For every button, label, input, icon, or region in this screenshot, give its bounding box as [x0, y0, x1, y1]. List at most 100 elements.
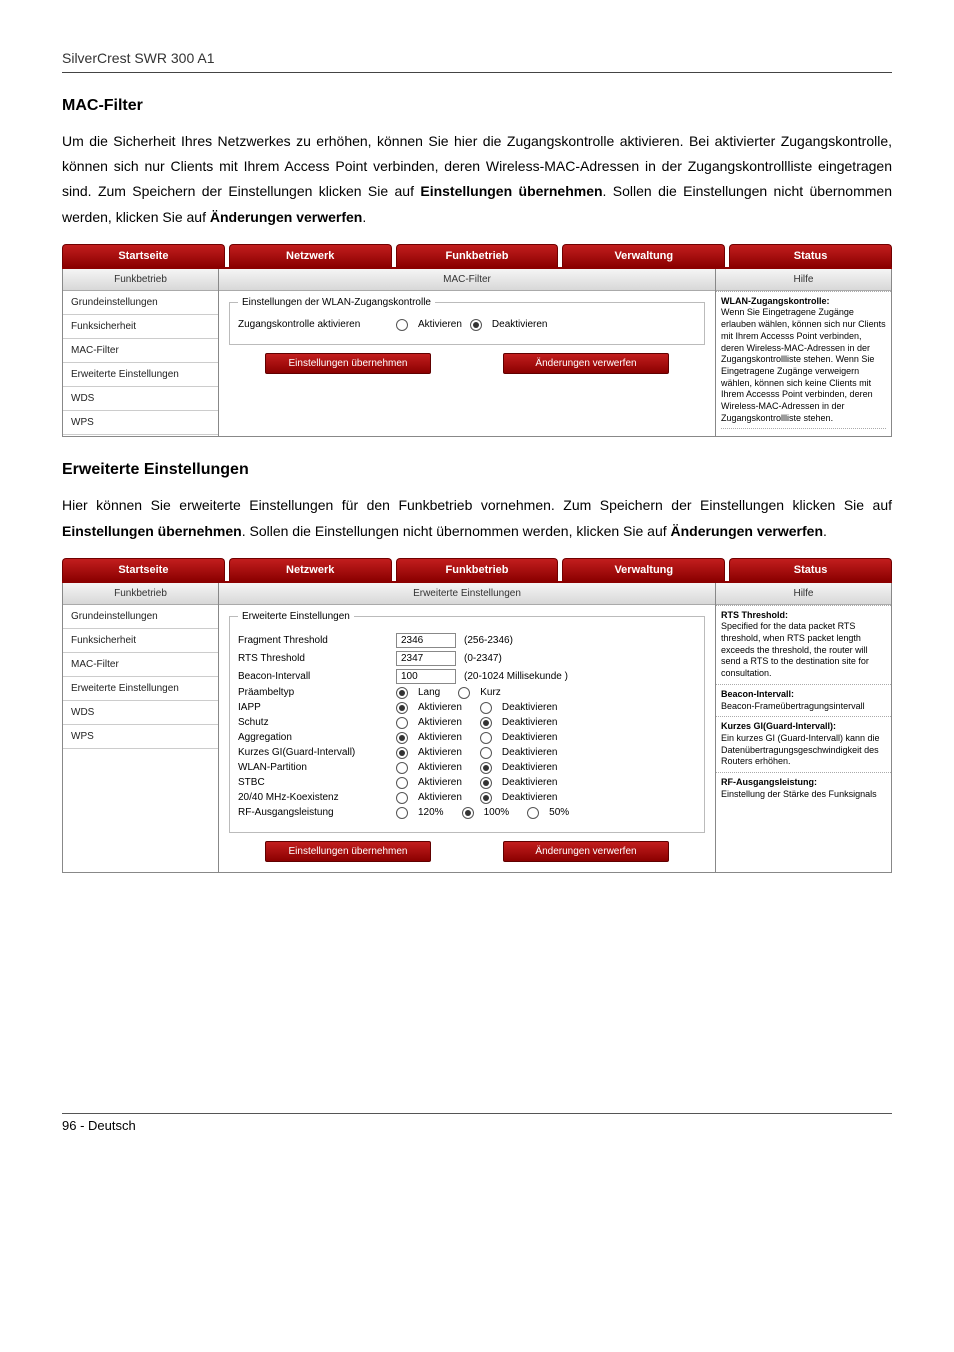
radio-deaktivieren[interactable] [470, 319, 482, 331]
radio-label: Aktivieren [418, 732, 462, 743]
tab-netzwerk[interactable]: Netzwerk [229, 558, 392, 581]
sidebar-item-funksicherheit[interactable]: Funksicherheit [63, 629, 218, 653]
help-block: RTS Threshold:Specified for the data pac… [716, 605, 891, 684]
label: 20/40 MHz-Koexistenz [238, 792, 388, 803]
cancel-button[interactable]: Änderungen verwerfen [503, 353, 669, 374]
radio-option[interactable] [480, 747, 492, 759]
radio-label: Kurz [480, 687, 501, 698]
radio-option[interactable] [480, 717, 492, 729]
radio-option[interactable] [396, 807, 408, 819]
sidebar-item-wps[interactable]: WPS [63, 411, 218, 435]
radio-option[interactable] [396, 747, 408, 759]
help-text: Einstellung der Stärke des Funksignals [721, 789, 877, 799]
text-input[interactable]: 100 [396, 669, 456, 684]
text-input[interactable]: 2346 [396, 633, 456, 648]
radio-option[interactable] [396, 717, 408, 729]
radio-aktivieren[interactable] [396, 319, 408, 331]
radio-label: Deaktivieren [502, 732, 558, 743]
label: RTS Threshold [238, 653, 388, 664]
screenshot-erweiterte: Startseite Netzwerk Funkbetrieb Verwaltu… [62, 558, 892, 873]
help-text: Specified for the data packet RTS thresh… [721, 621, 869, 678]
cancel-button[interactable]: Änderungen verwerfen [503, 841, 669, 862]
radio-option[interactable] [480, 762, 492, 774]
sidebar-item-erweiterte[interactable]: Erweiterte Einstellungen [63, 677, 218, 701]
help-head: Hilfe [716, 583, 891, 605]
sidebar-item-mac-filter[interactable]: MAC-Filter [63, 653, 218, 677]
radio-option[interactable] [396, 702, 408, 714]
tab-status[interactable]: Status [729, 244, 892, 267]
text-fragment: Hier können Sie erweiterte Einstellungen… [62, 497, 892, 513]
tab-startseite[interactable]: Startseite [62, 558, 225, 581]
radio-option[interactable] [527, 807, 539, 819]
content-head: Erweiterte Einstellungen [219, 583, 715, 605]
tab-verwaltung[interactable]: Verwaltung [562, 244, 725, 267]
tab-funkbetrieb[interactable]: Funkbetrieb [396, 558, 559, 581]
hint: (256-2346) [464, 635, 513, 646]
label: Aggregation [238, 732, 388, 743]
help-text: Wenn Sie Eingetragene Zugänge erlauben w… [721, 307, 886, 422]
radio-option[interactable] [480, 702, 492, 714]
button-bar: Einstellungen übernehmen Änderungen verw… [229, 353, 705, 374]
help-text: Beacon-Frameübertragungsintervall [721, 701, 865, 711]
radio-option[interactable] [396, 792, 408, 804]
help-title: Kurzes GI(Guard-Intervall): [721, 721, 836, 731]
nav-tabs: Startseite Netzwerk Funkbetrieb Verwaltu… [62, 558, 892, 583]
radio-label: Deaktivieren [502, 792, 558, 803]
setting-row: Aggregation Aktivieren Deaktivieren [238, 732, 696, 744]
label: WLAN-Partition [238, 762, 388, 773]
hint: (0-2347) [464, 653, 502, 664]
help-title: Beacon-Intervall: [721, 689, 794, 699]
label: STBC [238, 777, 388, 788]
setting-row: STBCAktivierenDeaktivieren [238, 777, 696, 789]
sidebar-item-grundeinstellungen[interactable]: Grundeinstellungen [63, 605, 218, 629]
text-bold: Einstellungen übernehmen [420, 183, 602, 199]
tab-startseite[interactable]: Startseite [62, 244, 225, 267]
save-button[interactable]: Einstellungen übernehmen [265, 353, 431, 374]
radio-option[interactable] [480, 777, 492, 789]
text-input[interactable]: 2347 [396, 651, 456, 666]
radio-option[interactable] [396, 687, 408, 699]
radio-option[interactable] [396, 762, 408, 774]
radio-label: Deaktivieren [502, 717, 558, 728]
radio-label: Deaktivieren [492, 319, 548, 330]
radio-option[interactable] [480, 792, 492, 804]
help-block: Beacon-Intervall: Beacon-Frameübertragung… [716, 684, 891, 716]
section-erweiterte-text: Hier können Sie erweiterte Einstellungen… [62, 493, 892, 543]
sidebar-head: Funkbetrieb [63, 269, 218, 291]
sidebar-item-mac-filter[interactable]: MAC-Filter [63, 339, 218, 363]
sidebar-item-wps[interactable]: WPS [63, 725, 218, 749]
setting-row: Beacon-Intervall100(20-1024 Millisekunde… [238, 669, 696, 684]
radio-option[interactable] [462, 807, 474, 819]
text-bold: Änderungen verwerfen [210, 209, 362, 225]
help-text: Ein kurzes GI (Guard-Intervall) kann die… [721, 733, 880, 766]
tab-verwaltung[interactable]: Verwaltung [562, 558, 725, 581]
radio-option[interactable] [458, 687, 470, 699]
help-head: Hilfe [716, 269, 891, 291]
label: Fragment Threshold [238, 635, 388, 646]
screenshot-mac-filter: Startseite Netzwerk Funkbetrieb Verwaltu… [62, 244, 892, 438]
sidebar-item-wds[interactable]: WDS [63, 701, 218, 725]
setting-row: SchutzAktivierenDeaktivieren [238, 717, 696, 729]
text-bold: Einstellungen übernehmen [62, 523, 242, 539]
radio-option[interactable] [396, 732, 408, 744]
tab-funkbetrieb[interactable]: Funkbetrieb [396, 244, 559, 267]
help-title: RTS Threshold: [721, 610, 788, 620]
text-fragment: . [823, 523, 827, 539]
tab-netzwerk[interactable]: Netzwerk [229, 244, 392, 267]
radio-label: Aktivieren [418, 747, 462, 758]
help-block: RF-Ausgangsleistung:Einstellung der Stär… [716, 772, 891, 804]
sidebar-item-wds[interactable]: WDS [63, 387, 218, 411]
sidebar-item-erweiterte[interactable]: Erweiterte Einstellungen [63, 363, 218, 387]
sidebar-item-grundeinstellungen[interactable]: Grundeinstellungen [63, 291, 218, 315]
setting-row: RTS Threshold 2347 (0-2347) [238, 651, 696, 666]
radio-option[interactable] [480, 732, 492, 744]
fieldset-legend: Erweiterte Einstellungen [238, 611, 354, 622]
tab-status[interactable]: Status [729, 558, 892, 581]
sidebar-item-funksicherheit[interactable]: Funksicherheit [63, 315, 218, 339]
content-column: Erweiterte Einstellungen Erweiterte Eins… [219, 583, 715, 872]
radio-option[interactable] [396, 777, 408, 789]
radio-label: Deaktivieren [502, 762, 558, 773]
save-button[interactable]: Einstellungen übernehmen [265, 841, 431, 862]
setting-row: Fragment Threshold 2346 (256-2346) [238, 633, 696, 648]
setting-row: WLAN-PartitionAktivierenDeaktivieren [238, 762, 696, 774]
